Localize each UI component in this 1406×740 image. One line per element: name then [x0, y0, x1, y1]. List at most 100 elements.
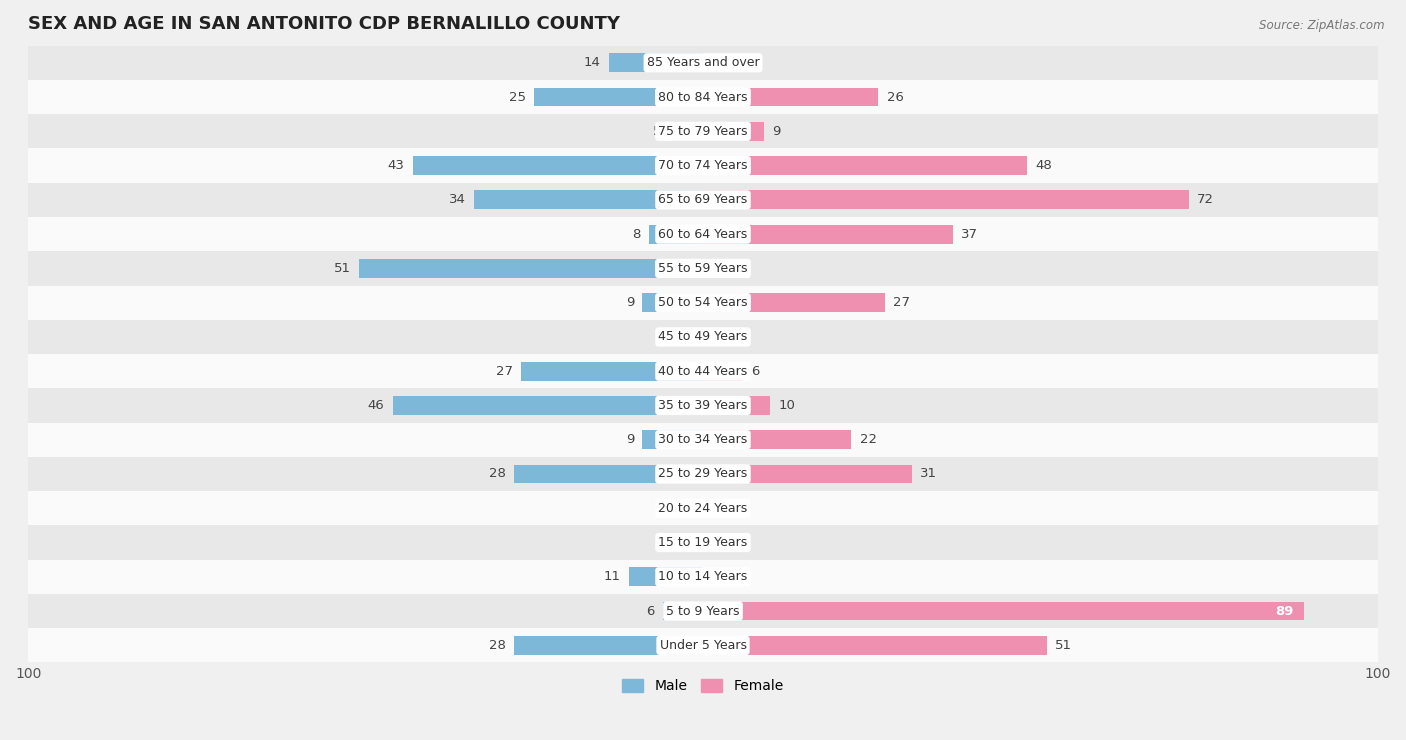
Text: SEX AND AGE IN SAN ANTONITO CDP BERNALILLO COUNTY: SEX AND AGE IN SAN ANTONITO CDP BERNALIL…	[28, 15, 620, 33]
Bar	[703, 225, 953, 243]
Text: Source: ZipAtlas.com: Source: ZipAtlas.com	[1260, 18, 1385, 32]
Text: 0: 0	[717, 536, 725, 549]
Text: 9: 9	[626, 433, 634, 446]
Bar	[28, 491, 1378, 525]
Bar	[703, 636, 1047, 655]
Bar	[703, 602, 1303, 620]
Text: 72: 72	[1197, 193, 1213, 206]
Text: 28: 28	[489, 639, 506, 652]
Bar	[28, 286, 1378, 320]
Text: 20 to 24 Years: 20 to 24 Years	[658, 502, 748, 515]
Bar	[703, 122, 763, 141]
Bar	[703, 430, 852, 449]
Bar	[703, 87, 879, 107]
Text: 35 to 39 Years: 35 to 39 Years	[658, 399, 748, 412]
Text: 28: 28	[489, 468, 506, 480]
Text: 50 to 54 Years: 50 to 54 Years	[658, 296, 748, 309]
Text: 60 to 64 Years: 60 to 64 Years	[658, 228, 748, 240]
Bar	[28, 354, 1378, 388]
Text: 80 to 84 Years: 80 to 84 Years	[658, 90, 748, 104]
Bar	[515, 636, 703, 655]
Text: 5: 5	[652, 125, 661, 138]
Bar	[28, 114, 1378, 149]
Bar	[28, 252, 1378, 286]
Bar	[643, 430, 703, 449]
Text: 10 to 14 Years: 10 to 14 Years	[658, 571, 748, 583]
Text: 27: 27	[893, 296, 910, 309]
Bar	[28, 559, 1378, 594]
Text: 6: 6	[752, 365, 761, 377]
Text: 55 to 59 Years: 55 to 59 Years	[658, 262, 748, 275]
Bar	[662, 602, 703, 620]
Text: 0: 0	[717, 56, 725, 70]
Text: 0: 0	[681, 536, 689, 549]
Text: 5 to 9 Years: 5 to 9 Years	[666, 605, 740, 618]
Bar	[474, 190, 703, 209]
Bar	[28, 320, 1378, 354]
Bar	[28, 183, 1378, 217]
Bar	[703, 465, 912, 483]
Text: 89: 89	[1275, 605, 1294, 618]
Text: 46: 46	[368, 399, 384, 412]
Text: 0: 0	[717, 331, 725, 343]
Bar	[534, 87, 703, 107]
Bar	[650, 225, 703, 243]
Text: 26: 26	[887, 90, 904, 104]
Text: 9: 9	[626, 296, 634, 309]
Bar	[703, 293, 886, 312]
Text: 51: 51	[333, 262, 350, 275]
Text: 51: 51	[1056, 639, 1073, 652]
Text: 43: 43	[388, 159, 405, 172]
Text: 14: 14	[583, 56, 600, 70]
Text: 0: 0	[717, 502, 725, 515]
Text: 40 to 44 Years: 40 to 44 Years	[658, 365, 748, 377]
Text: 11: 11	[603, 571, 620, 583]
Text: 70 to 74 Years: 70 to 74 Years	[658, 159, 748, 172]
Bar	[609, 53, 703, 73]
Text: 27: 27	[496, 365, 513, 377]
Text: 48: 48	[1035, 159, 1052, 172]
Bar	[515, 465, 703, 483]
Bar	[520, 362, 703, 380]
Text: 37: 37	[960, 228, 977, 240]
Bar	[28, 525, 1378, 559]
Bar	[28, 217, 1378, 252]
Bar	[28, 46, 1378, 80]
Bar	[28, 594, 1378, 628]
Text: 65 to 69 Years: 65 to 69 Years	[658, 193, 748, 206]
Bar	[28, 628, 1378, 662]
Text: 0: 0	[681, 331, 689, 343]
Bar	[703, 156, 1026, 175]
Bar	[28, 149, 1378, 183]
Text: 30 to 34 Years: 30 to 34 Years	[658, 433, 748, 446]
Legend: Male, Female: Male, Female	[617, 673, 789, 699]
Text: 34: 34	[449, 193, 465, 206]
Text: 6: 6	[645, 605, 654, 618]
Text: 8: 8	[633, 228, 641, 240]
Text: 85 Years and over: 85 Years and over	[647, 56, 759, 70]
Text: 25: 25	[509, 90, 526, 104]
Text: 0: 0	[717, 262, 725, 275]
Text: 15 to 19 Years: 15 to 19 Years	[658, 536, 748, 549]
Bar	[28, 457, 1378, 491]
Text: 10: 10	[779, 399, 796, 412]
Bar	[669, 122, 703, 141]
Text: 0: 0	[717, 571, 725, 583]
Bar	[28, 423, 1378, 457]
Bar	[628, 568, 703, 586]
Bar	[28, 80, 1378, 114]
Bar	[413, 156, 703, 175]
Bar	[703, 190, 1189, 209]
Text: 45 to 49 Years: 45 to 49 Years	[658, 331, 748, 343]
Bar	[643, 293, 703, 312]
Text: 0: 0	[681, 502, 689, 515]
Text: 9: 9	[772, 125, 780, 138]
Bar	[703, 396, 770, 415]
Bar	[703, 362, 744, 380]
Text: Under 5 Years: Under 5 Years	[659, 639, 747, 652]
Text: 75 to 79 Years: 75 to 79 Years	[658, 125, 748, 138]
Text: 31: 31	[921, 468, 938, 480]
Bar	[392, 396, 703, 415]
Text: 22: 22	[859, 433, 876, 446]
Bar	[359, 259, 703, 278]
